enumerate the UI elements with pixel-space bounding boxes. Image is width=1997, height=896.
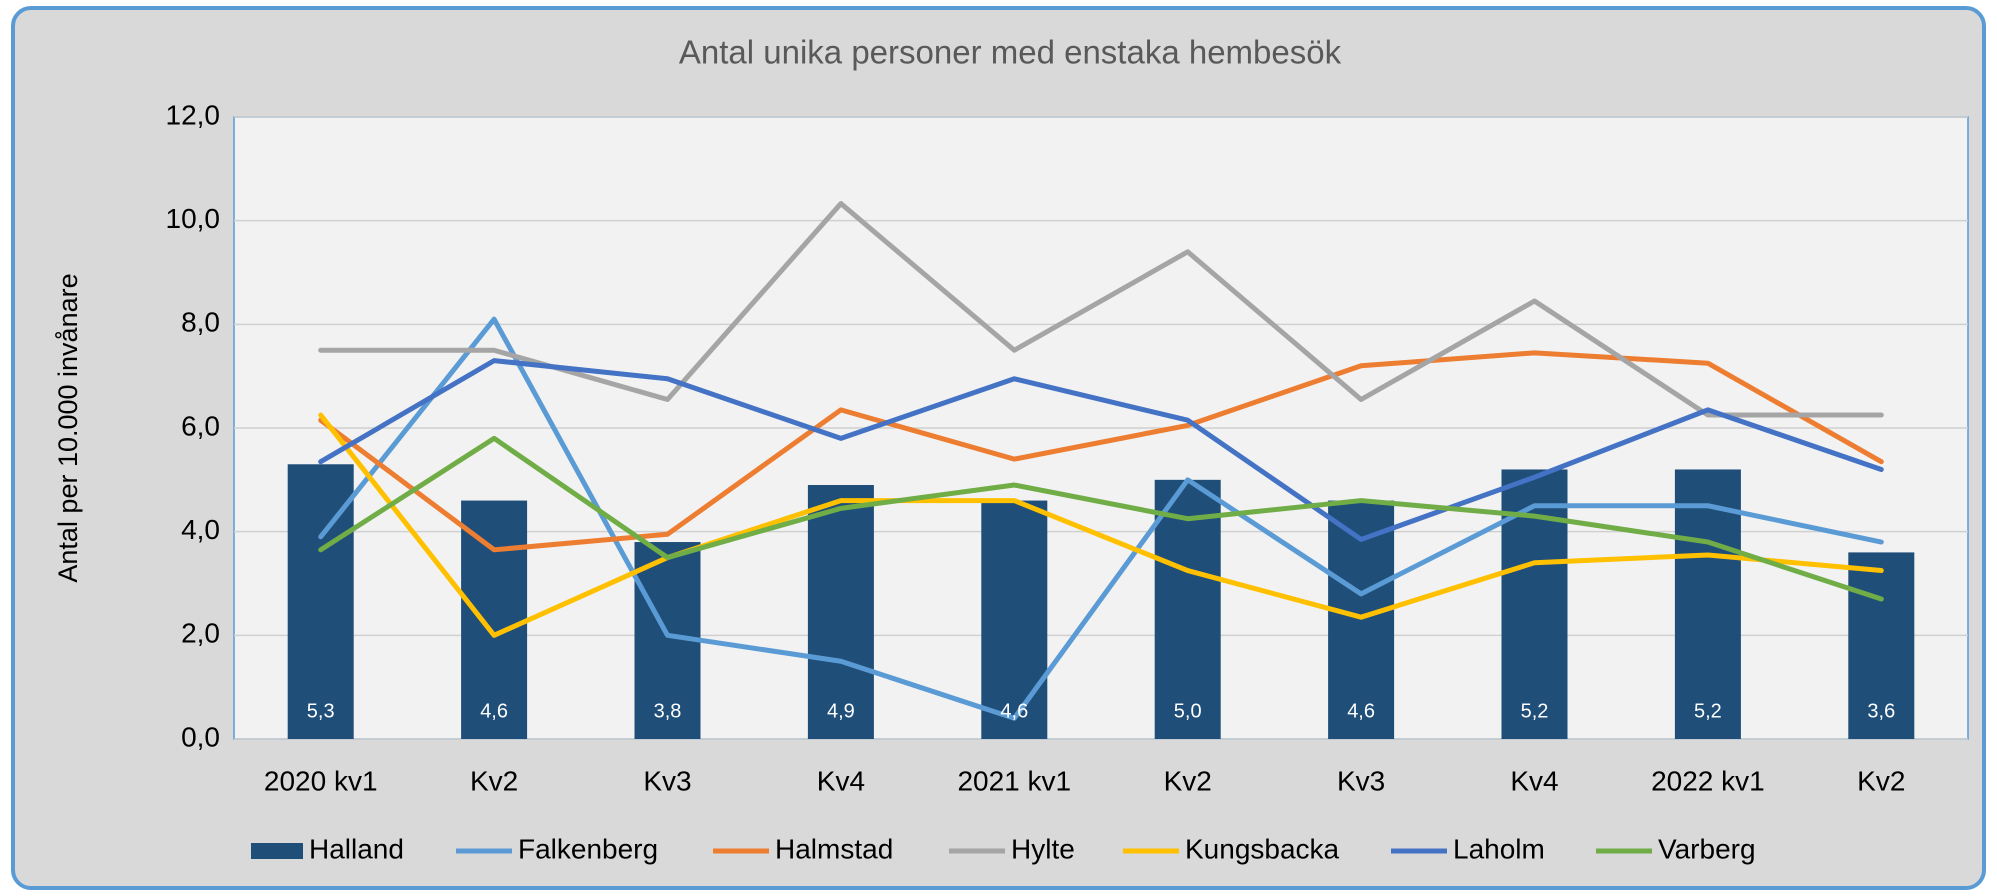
line-series bbox=[318, 201, 1884, 418]
x-tick-label: Kv2 bbox=[1164, 765, 1212, 796]
y-tick-label: 12,0 bbox=[166, 99, 221, 130]
bar bbox=[1848, 552, 1915, 739]
data-label: 4,6 bbox=[1000, 700, 1028, 722]
line-series bbox=[318, 435, 1884, 602]
x-tick-label: Kv4 bbox=[1510, 765, 1558, 796]
data-label: 5,2 bbox=[1694, 700, 1722, 722]
bar bbox=[807, 485, 874, 739]
legend-label: Varberg bbox=[1658, 833, 1756, 864]
x-tick-label: 2022 kv1 bbox=[1651, 765, 1765, 796]
x-tick-label: Kv2 bbox=[1857, 765, 1905, 796]
data-label: 4,9 bbox=[827, 700, 855, 722]
x-tick-label: Kv4 bbox=[817, 765, 865, 796]
bar bbox=[1154, 479, 1221, 739]
data-label: 3,6 bbox=[1867, 700, 1895, 722]
data-label: 3,8 bbox=[654, 700, 682, 722]
x-tick-label: 2020 kv1 bbox=[264, 765, 378, 796]
y-tick-label: 4,0 bbox=[181, 514, 220, 545]
x-tick-label: Kv3 bbox=[643, 765, 691, 796]
line-series bbox=[318, 316, 1884, 721]
y-tick-label: 0,0 bbox=[181, 721, 220, 752]
legend-label: Kungsbacka bbox=[1185, 833, 1340, 864]
legend-label: Laholm bbox=[1453, 833, 1545, 864]
data-label: 5,0 bbox=[1174, 700, 1202, 722]
line-series bbox=[318, 412, 1884, 638]
bar bbox=[981, 500, 1048, 739]
y-tick-label: 6,0 bbox=[181, 410, 220, 441]
y-tick-label: 10,0 bbox=[166, 203, 221, 234]
bar bbox=[461, 500, 528, 739]
x-tick-label: 2021 kv1 bbox=[957, 765, 1071, 796]
data-label: 5,2 bbox=[1521, 700, 1549, 722]
x-tick-label: Kv2 bbox=[470, 765, 518, 796]
legend-label: Hylte bbox=[1011, 833, 1075, 864]
legend-swatch bbox=[251, 843, 303, 859]
y-tick-label: 2,0 bbox=[181, 618, 220, 649]
data-label: 4,6 bbox=[480, 700, 508, 722]
y-axis-title: Antal per 10.000 invånare bbox=[53, 273, 83, 582]
legend-label: Halland bbox=[309, 833, 404, 864]
data-label: 5,3 bbox=[307, 700, 335, 722]
bar bbox=[1501, 469, 1568, 739]
y-tick-label: 8,0 bbox=[181, 307, 220, 338]
chart-title: Antal unika personer med enstaka hembesö… bbox=[679, 34, 1342, 71]
legend-label: Halmstad bbox=[775, 833, 893, 864]
legend-label: Falkenberg bbox=[518, 833, 658, 864]
line-series bbox=[318, 358, 1884, 542]
x-tick-label: Kv3 bbox=[1337, 765, 1385, 796]
data-label: 4,6 bbox=[1347, 700, 1375, 722]
bar bbox=[1674, 469, 1741, 739]
